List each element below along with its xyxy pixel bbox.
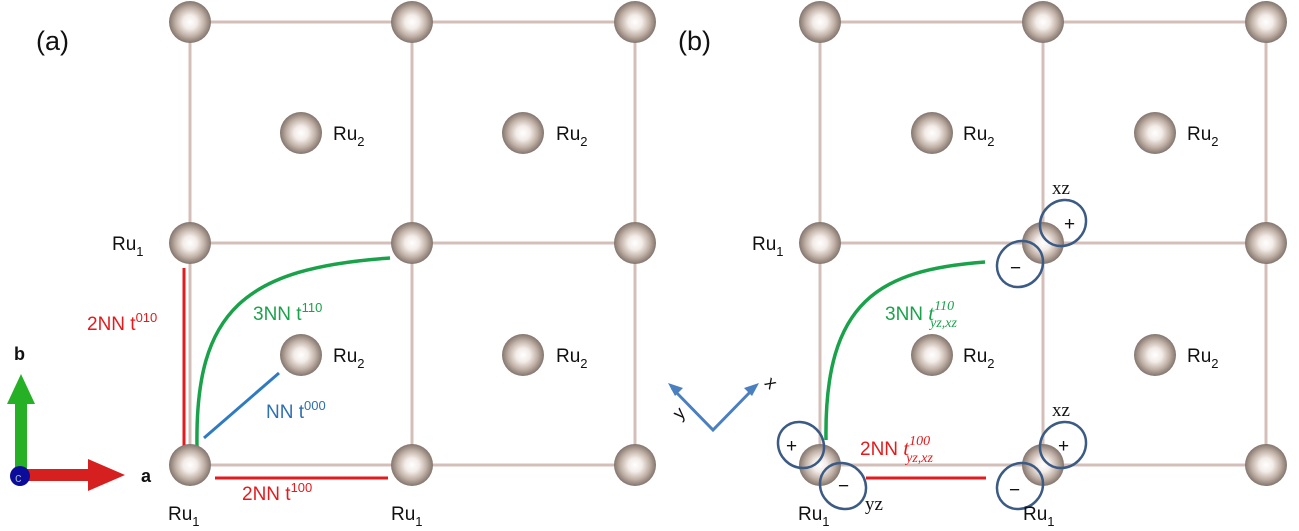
atom-ru1 <box>799 1 841 43</box>
nn-000-bond <box>203 371 280 440</box>
ru1-label: Ru1 <box>168 504 200 529</box>
ru2-label: Ru2 <box>1187 346 1219 371</box>
atom-ru1 <box>614 444 656 486</box>
nn2-yzxz-label: 2NN t100 yz,xz <box>860 434 934 466</box>
atom-ru1 <box>169 1 211 43</box>
orbital-plus-sign: + <box>786 436 797 457</box>
yz-orbital-label: yz <box>865 494 883 515</box>
atom-ru1 <box>799 222 841 264</box>
ru1-label: Ru1 <box>1023 504 1055 529</box>
atoms-b <box>799 1 1287 486</box>
atom-ru2 <box>280 334 322 376</box>
local-axes-lines <box>670 386 756 433</box>
nn2-010-label: 2NN t010 <box>87 310 157 335</box>
atom-ru1 <box>614 1 656 43</box>
atoms-a <box>169 1 656 486</box>
a-axis-label: a <box>141 466 152 486</box>
b-axis-arrowhead <box>7 374 35 404</box>
orbital-minus-sign: − <box>1009 480 1020 501</box>
nn-000-label: NN t000 <box>266 398 326 423</box>
local-xy-axes: x y <box>668 372 782 433</box>
xz-orbital-lobe-minus <box>995 239 1045 289</box>
xz-orbital-lobe-minus <box>995 461 1045 511</box>
yz-orbital-lobe-plus <box>776 420 826 470</box>
a-axis-arrowhead <box>88 459 125 491</box>
ru2-label: Ru2 <box>556 346 588 371</box>
orbital-minus-sign: − <box>1010 258 1021 279</box>
ru2-label: Ru2 <box>556 124 588 149</box>
atom-ru1 <box>614 222 656 264</box>
atom-ru1 <box>391 1 433 43</box>
atom-ru1 <box>169 222 211 264</box>
ru2-label: Ru2 <box>333 346 365 371</box>
panel-b: (b) x y <box>668 1 1287 529</box>
xz-orbital-label: xz <box>1052 178 1070 199</box>
xz-orbital-label: xz <box>1052 400 1070 421</box>
atom-ru1 <box>1245 222 1287 264</box>
crystal-axes: c b a <box>7 344 152 491</box>
xz-orbital-lobe-plus <box>1038 198 1088 248</box>
nn3-110-bond <box>824 260 986 441</box>
atom-ru2 <box>911 112 953 154</box>
ru1-label: Ru1 <box>752 234 784 259</box>
atom-ru1 <box>391 444 433 486</box>
yz-orbital-lobe-minus <box>818 461 868 511</box>
atom-ru2 <box>1134 112 1176 154</box>
atom-ru1 <box>1245 444 1287 486</box>
ru2-label: Ru2 <box>963 124 995 149</box>
nn2-100-label: 2NN t100 <box>242 480 312 505</box>
atom-ru1 <box>1022 222 1064 264</box>
atom-ru2 <box>502 334 544 376</box>
atom-ru2 <box>1134 334 1176 376</box>
atom-ru1 <box>1022 1 1064 43</box>
atom-ru2 <box>911 334 953 376</box>
orbital-plus-sign: + <box>1064 214 1075 235</box>
panel-a-label: (a) <box>36 26 69 56</box>
ru2-label: Ru2 <box>963 346 995 371</box>
atom-ru1 <box>391 222 433 264</box>
ru1-label: Ru1 <box>798 504 830 529</box>
nn3-110-bond <box>195 256 391 447</box>
c-axis-label: c <box>15 470 22 485</box>
ru2-label: Ru2 <box>333 124 365 149</box>
b-axis-shaft <box>15 400 27 470</box>
c-axis-dot <box>10 466 30 486</box>
local-x-label: x <box>761 372 782 393</box>
panel-a: (a) <box>7 1 656 529</box>
atom-ru1 <box>1022 444 1064 486</box>
atom-ru1 <box>1245 1 1287 43</box>
ru1-label: Ru1 <box>391 504 423 529</box>
atom-ru2 <box>502 112 544 154</box>
orbital-minus-sign: − <box>838 476 849 497</box>
ru2-label: Ru2 <box>1187 124 1219 149</box>
orbitals <box>776 198 1088 511</box>
a-axis-shaft <box>26 469 88 481</box>
ru1-label: Ru1 <box>112 234 144 259</box>
nn3-110-label: 3NN t110 <box>253 300 322 325</box>
b-axis-label: b <box>14 344 25 364</box>
atom-ru1 <box>799 444 841 486</box>
y-arrowhead <box>668 383 683 396</box>
orbital-plus-sign: + <box>1058 436 1069 457</box>
local-y-label: y <box>669 403 690 424</box>
panel-b-label: (b) <box>678 26 711 56</box>
x-arrowhead <box>744 383 759 396</box>
xz-orbital-lobe-plus <box>1038 420 1088 470</box>
atom-ru1 <box>169 444 211 486</box>
nn3-yzxz-label: 3NN t110 yz,xz <box>885 299 957 331</box>
atom-ru2 <box>280 112 322 154</box>
